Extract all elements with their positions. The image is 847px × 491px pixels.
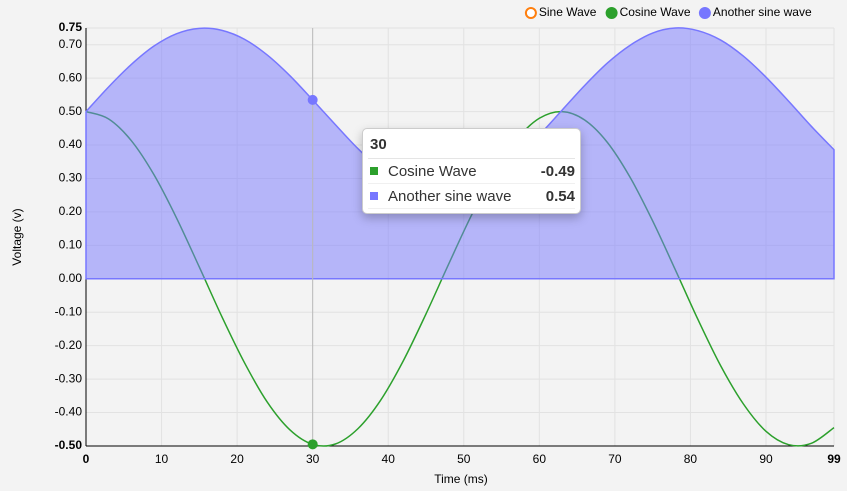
x-tick-label: 50 [457,452,471,466]
tooltip-row: Cosine Wave -0.49 [368,159,575,184]
legend-item: Cosine Wave [605,5,691,19]
tooltip-value: -0.49 [540,162,575,180]
x-tick-label: 70 [608,452,622,466]
y-axis-label: Voltage (v) [10,208,24,265]
x-tick-label: 90 [759,452,773,466]
hover-point [307,439,318,450]
y-tick-label: 0.60 [59,70,83,84]
tooltip-name: Another sine wave [388,187,512,205]
x-tick-label: 20 [230,452,244,466]
y-tick-label: -0.50 [55,438,83,452]
x-tick-label: 80 [684,452,698,466]
y-tick-label: 0.75 [59,20,83,34]
y-tick-label: 0.20 [59,204,83,218]
x-tick-label: 60 [533,452,547,466]
x-axis-label: Time (ms) [434,472,488,486]
tooltip-swatch [370,192,378,200]
legend-symbol [605,7,618,19]
x-tick-label: 0 [83,452,90,466]
y-tick-label: -0.10 [55,304,83,318]
y-tick-label: -0.30 [55,371,83,385]
legend-item: Sine Wave [524,5,597,19]
legend-label: Sine Wave [539,5,597,19]
hover-point [307,94,318,105]
tooltip-header: 30 [368,133,575,159]
legend-symbol [524,7,537,19]
x-tick-label: 99 [827,452,841,466]
y-tick-label: 0.10 [59,238,83,252]
y-tick-label: 0.00 [59,271,83,285]
x-tick-label: 40 [382,452,396,466]
y-tick-label: -0.20 [55,338,83,352]
tooltip-value: 0.54 [545,187,575,205]
y-tick-label: 0.50 [59,104,83,118]
tooltip-name: Cosine Wave [388,162,477,180]
legend-item: Another sine wave [698,5,812,19]
tooltip-swatch [370,167,378,175]
legend-symbol [698,7,711,19]
tooltip-row: Another sine wave 0.54 [368,184,575,209]
y-tick-label: 0.70 [59,37,83,51]
y-tick-label: 0.40 [59,137,83,151]
x-tick-label: 10 [155,452,169,466]
tooltip: 30 Cosine Wave -0.49 Another sine wave 0.54 [362,128,581,214]
y-tick-label: 0.30 [59,171,83,185]
legend-label: Cosine Wave [620,5,691,19]
legend-label: Another sine wave [713,5,812,19]
x-tick-label: 30 [306,452,320,466]
y-tick-label: -0.40 [55,405,83,419]
